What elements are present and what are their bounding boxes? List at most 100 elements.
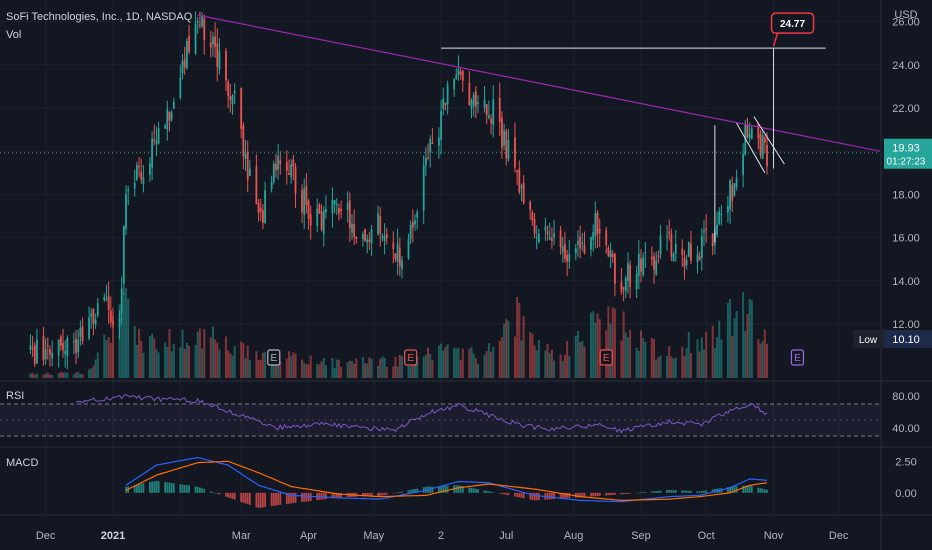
volume-bar [487,343,490,378]
earnings-marker: E [404,349,418,366]
rsi-tick: 80.00 [892,391,920,403]
candle-body [424,157,427,165]
volume-bar [431,360,434,378]
macd-hist-bar [711,489,714,493]
candle-body [90,313,93,317]
volume-bars [29,288,769,378]
volume-bar [718,320,721,378]
candle-body [62,342,64,351]
volume-bar [142,352,145,378]
candle-body [348,200,351,229]
candle-body [461,71,464,81]
candle-body [577,240,579,245]
macd-hist-bar [227,492,230,498]
macd-hist-bar [385,492,388,495]
volume-bar [657,357,660,378]
volume-bar [411,363,414,378]
volume-bar [592,311,595,378]
volume-bar [157,352,160,378]
candle-body [333,200,336,205]
macd-hist-bar [188,485,190,493]
volume-bar [713,347,716,378]
candle-body [537,233,540,243]
macd-hist-bar [668,489,671,493]
candle-body [122,225,125,284]
macd-hist-bar [733,486,736,493]
macd-hist-bar [683,490,686,493]
volume-bar [500,337,503,378]
candle-body [338,208,340,214]
volume-bar [274,353,277,378]
macd-hist-bar [731,486,734,493]
candle-body [411,222,414,228]
countdown: 01:27:23 [887,157,926,168]
candle-body [607,248,610,257]
volume-bar [331,357,334,378]
candle-body [705,228,708,231]
macd-hist-bar [303,492,306,502]
candle-body [368,239,371,242]
volume-bar [335,359,338,378]
candle-body [427,157,429,159]
macd-hist-bar [416,488,419,493]
macd-tick: 2.50 [895,456,916,468]
candle-body [459,71,462,76]
candle-body [729,180,731,210]
macd-hist-bar [687,490,690,493]
candle-body [275,163,277,171]
candle-body [685,259,688,266]
macd-hist-bar [166,482,169,493]
macd-hist-bar [729,486,731,493]
time-tick: Oct [698,530,715,542]
volume-bar [520,340,523,378]
candle-body [92,308,95,324]
volume-legend: Vol [6,29,22,41]
volume-bar [153,338,156,378]
candle-body [264,190,266,223]
earnings-marker: E [790,349,805,366]
candle-body [733,183,736,196]
price-tick: 26.00 [892,17,920,29]
volume-bar [292,352,295,378]
macd-hist-bar [164,482,167,493]
macd-hist-bar [199,487,201,493]
candle-body [196,21,199,24]
candle-body [605,230,608,246]
volume-bar [214,339,217,378]
macd-hist-bar [705,490,708,493]
volume-bar [107,337,110,378]
candle-body [609,250,612,258]
volume-bar [227,350,230,378]
volume-bar [490,351,493,378]
macd-hist-bar [766,489,768,493]
volume-bar [211,326,214,378]
volume-bar [550,349,553,378]
volume-bar [351,361,353,378]
candle-body [135,164,138,180]
volume-bar [224,336,227,378]
volume-bar [140,340,143,378]
symbol-title[interactable]: SoFi Technologies, Inc., 1D, NASDAQ [6,11,193,23]
macd-hist-bar [153,481,156,493]
price-tick: 24.00 [892,60,920,72]
candle-body [516,170,519,173]
macd-hist-bar [364,492,366,497]
volume-bar [672,358,675,378]
volume-bar [379,358,382,378]
flag-line [736,122,766,174]
volume-bar [366,363,369,378]
volume-bar [644,341,647,378]
macd-hist-bar [212,492,214,493]
candle-body [364,229,366,242]
volume-bar [203,329,206,378]
macd-hist-bar [233,492,236,500]
macd-hist-bar [172,483,175,493]
volume-bar [650,337,653,378]
candle-body [594,213,597,236]
macd-hist-bar [246,492,249,505]
volume-bar [459,359,462,378]
target-callout: 24.77 [770,12,815,47]
volume-bar [81,374,84,378]
candle-body [727,205,729,213]
